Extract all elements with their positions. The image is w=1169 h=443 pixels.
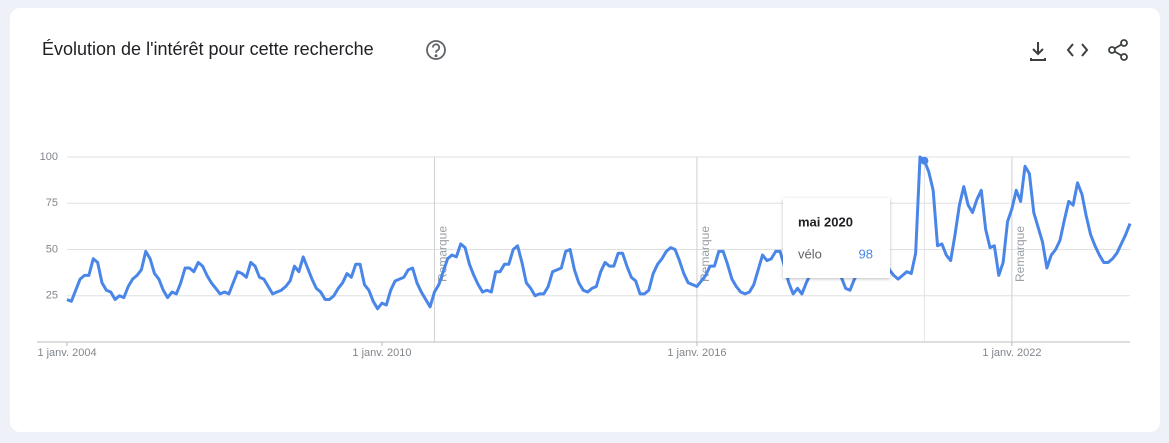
embed-icon[interactable]: [1066, 43, 1089, 57]
series-line: [66, 155, 1132, 311]
y-tick-label: 50: [46, 243, 58, 255]
tooltip-title: mai 2020: [798, 214, 853, 229]
tooltip-series: vélo: [798, 246, 822, 261]
chart-title: Évolution de l'intérêt pour cette recher…: [42, 39, 374, 59]
plot: 25 50 75 100 1 janv. 2004 1 janv. 2010 1 janv.…: [37, 151, 1130, 359]
tooltip: mai 2020 vélo 98: [783, 198, 890, 278]
hover-point: [920, 156, 929, 165]
lines: [66, 155, 1132, 311]
download-icon[interactable]: [1030, 42, 1046, 61]
x-tick-label: 1 janv. 2004: [37, 347, 96, 359]
x-tick-label: 1 janv. 2010: [352, 347, 411, 359]
y-tick-label: 75: [46, 197, 58, 209]
tooltip-box: [783, 198, 890, 278]
x-tick-label: 1 janv. 2022: [982, 347, 1041, 359]
annotation-label: Remarque: [1013, 226, 1027, 282]
annotation-label: Remarque: [436, 226, 450, 282]
tooltip-value: 98: [859, 246, 873, 261]
card: [10, 8, 1160, 432]
y-tick-label: 25: [46, 290, 58, 302]
x-tick-label: 1 janv. 2016: [667, 347, 726, 359]
y-tick-label: 100: [40, 151, 58, 163]
share-icon[interactable]: [1108, 39, 1128, 61]
help-icon[interactable]: [426, 40, 446, 60]
